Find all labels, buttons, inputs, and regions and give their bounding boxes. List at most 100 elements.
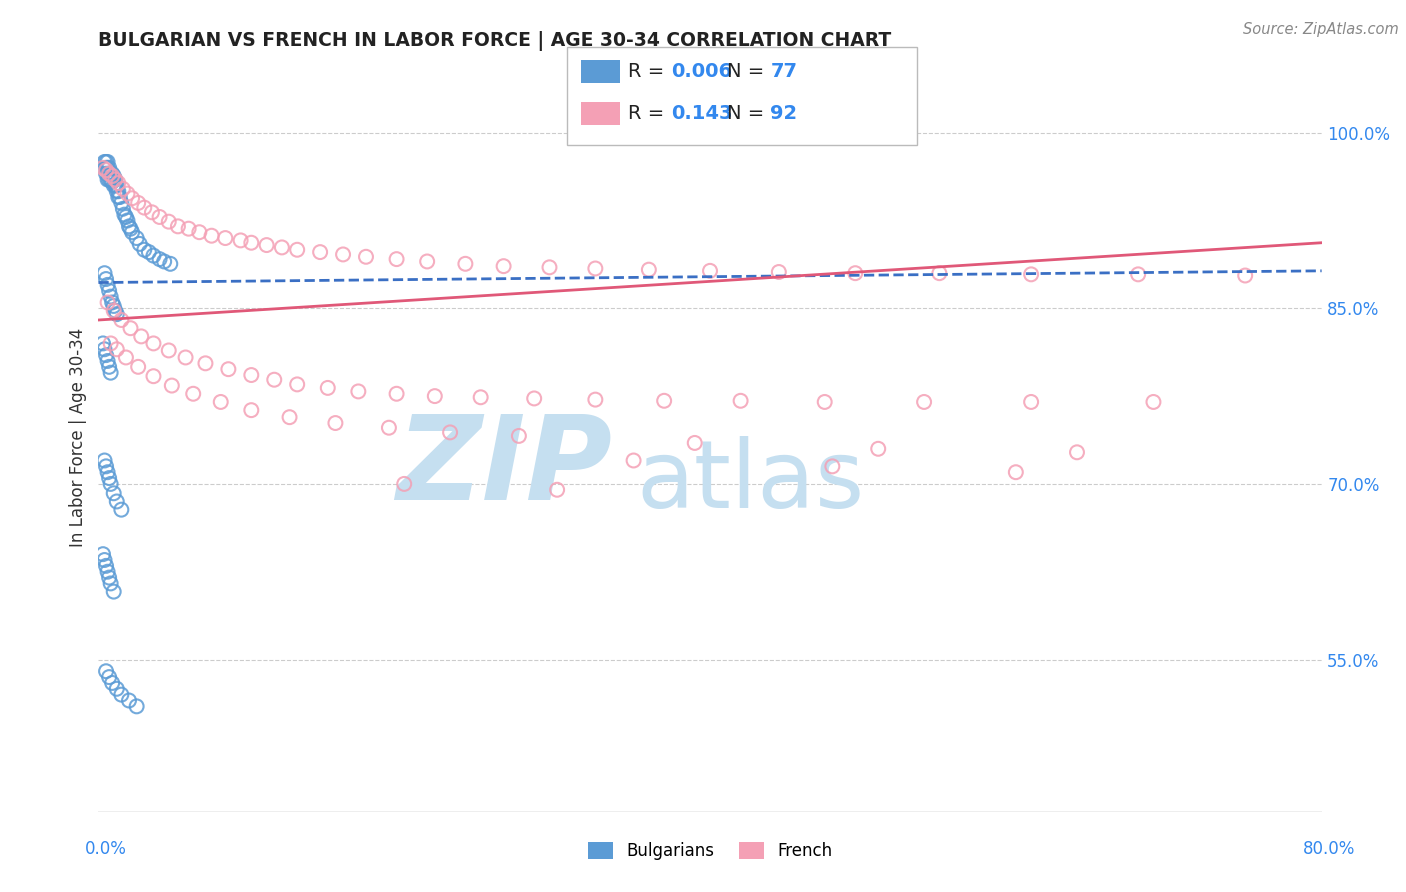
Text: 0.0%: 0.0% [84,840,127,858]
Point [93,453,115,467]
Point [454,257,477,271]
Point [100,576,122,591]
Point [103,584,125,599]
Text: ZIP: ZIP [396,409,612,524]
Text: 0.143: 0.143 [671,103,733,123]
Point [93,343,115,357]
Point [270,240,292,254]
Point [153,254,176,268]
Point [98,471,121,485]
Point [115,210,138,224]
Point [101,175,124,189]
Point [214,231,236,245]
Point [127,359,149,374]
Point [492,259,515,273]
Point [470,390,492,404]
Point [120,221,142,235]
Point [98,359,121,374]
Point [94,155,117,169]
Point [209,395,232,409]
Point [104,303,127,318]
Point [263,373,285,387]
Point [385,252,408,266]
Point [97,172,120,186]
Point [98,167,121,181]
Point [120,321,142,335]
Point [117,213,139,227]
Point [141,205,163,219]
Point [583,392,606,407]
Point [194,356,217,370]
Text: 0.006: 0.006 [671,62,731,81]
Point [256,238,278,252]
Point [105,343,128,357]
Point [523,392,546,406]
Point [844,266,866,280]
Point [240,403,263,417]
Point [101,169,124,183]
Point [97,155,120,169]
Point [91,547,114,561]
Point [508,429,530,443]
Point [174,351,197,365]
Point [93,553,115,567]
Point [316,381,339,395]
Point [1142,395,1164,409]
Point [1066,445,1088,459]
Point [699,264,721,278]
Point [107,176,129,190]
Text: BULGARIAN VS FRENCH IN LABOR FORCE | AGE 30-34 CORRELATION CHART: BULGARIAN VS FRENCH IN LABOR FORCE | AGE… [98,31,891,51]
Point [97,354,120,368]
Point [93,155,115,169]
Point [94,161,117,175]
Point [149,210,172,224]
Point [439,425,461,440]
Point [188,225,211,239]
Point [94,664,117,678]
Point [97,277,120,292]
Point [94,167,117,181]
Point [101,676,124,690]
Point [378,421,401,435]
Point [229,233,252,247]
Point [278,410,301,425]
Point [104,172,127,186]
Point [730,393,752,408]
Point [110,688,132,702]
Point [101,295,124,310]
Point [100,366,122,380]
Point [157,343,180,358]
Point [118,219,141,234]
Point [683,436,706,450]
Point [101,167,124,181]
Point [159,257,181,271]
Point [142,369,165,384]
Point [181,386,204,401]
Text: N =: N = [727,62,770,81]
Point [127,196,149,211]
Legend: Bulgarians, French: Bulgarians, French [581,836,839,867]
Point [103,169,125,183]
Point [167,219,190,234]
Point [103,303,125,318]
Point [416,254,439,268]
Point [105,307,128,321]
Point [240,368,263,382]
Point [1004,465,1026,479]
Point [332,247,354,261]
Point [105,178,128,193]
Point [103,299,125,313]
Point [768,265,790,279]
Point [652,393,675,408]
Point [392,476,416,491]
Text: R =: R = [628,103,671,123]
Point [121,191,143,205]
Point [385,386,408,401]
Point [1019,395,1042,409]
Point [142,336,165,351]
Point [94,163,117,178]
Point [111,202,134,216]
Point [1234,268,1257,283]
Point [423,389,446,403]
Text: atlas: atlas [637,436,865,528]
